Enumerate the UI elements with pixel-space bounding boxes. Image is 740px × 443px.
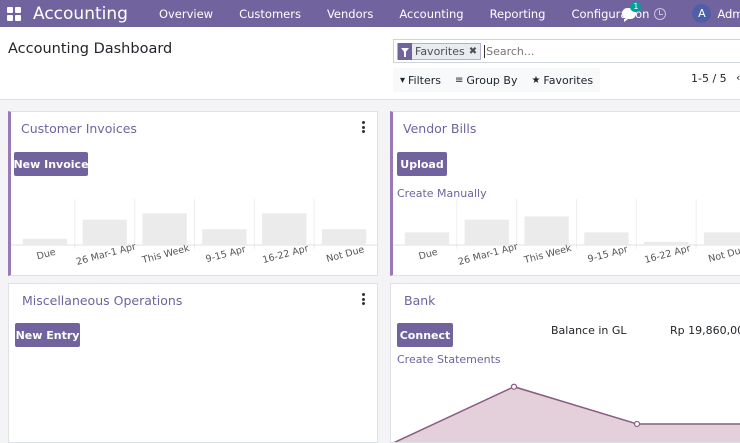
balance-value: Rp 19,860,000. [670, 324, 740, 337]
vendor-bills-bar-chart[interactable]: Due 26 Mar-1 Apr This Week 9-15 Apr 16-22 Ap… [393, 197, 740, 276]
vendor-bills-tick-label: This Week [522, 243, 573, 267]
new-entry-button[interactable]: New Entry [15, 323, 80, 347]
vendor-bills-tick-label: 9-15 Apr [587, 244, 630, 265]
vendor-bills-tick-label: Not Due [707, 244, 740, 265]
app-brand[interactable]: Accounting [33, 3, 128, 24]
customer-invoices-bar-chart[interactable]: Due 26 Mar-1 Apr This Week 9-15 Apr 16-22 Ap… [11, 197, 378, 276]
vendor-bills-bar[interactable] [524, 216, 569, 246]
chat-badge: 1 [630, 2, 642, 12]
user-name[interactable]: Admin [717, 6, 740, 21]
customer-invoices-bar[interactable] [142, 213, 187, 245]
filter-funnel-icon [398, 42, 412, 60]
search-facet: Favorites ✖ [397, 42, 482, 60]
filters-button[interactable]: ▾ Filters [393, 74, 448, 87]
bank-area-line [393, 385, 740, 442]
card-options-icon[interactable] [362, 121, 365, 133]
card-options-icon[interactable] [362, 293, 365, 305]
new-invoice-button[interactable]: New Invoice [13, 152, 89, 176]
menu-customers[interactable]: Customers [239, 6, 301, 21]
vendor-bills-title[interactable]: Vendor Bills [403, 121, 477, 136]
search-options: ▾ Filters ≡ Group By ★ Favorites [393, 68, 601, 92]
create-statements-link[interactable]: Create Statements [397, 353, 501, 366]
customer-invoices-bar[interactable] [202, 229, 247, 245]
customer-invoices-bar[interactable] [262, 213, 307, 245]
pager-previous-icon[interactable]: ‹ [736, 71, 740, 84]
bank-card: Bank Connect Create Statements Balance i… [390, 283, 740, 443]
customer-invoices-bar[interactable] [321, 229, 367, 245]
filters-label: Filters [408, 73, 442, 87]
menu-overview[interactable]: Overview [158, 6, 214, 21]
customer-invoices-tick-label: This Week [140, 243, 191, 267]
misc-operations-card: Miscellaneous Operations New Entry [8, 283, 378, 443]
vendor-bills-bar[interactable] [404, 232, 450, 245]
search-box[interactable]: Favorites ✖ [393, 39, 740, 63]
facet-remove-icon[interactable]: ✖ [468, 45, 478, 57]
connect-button[interactable]: Connect [397, 323, 453, 347]
user-avatar[interactable]: A [692, 4, 712, 23]
groupby-label: Group By [466, 73, 518, 87]
chat-icon[interactable]: 1 [622, 2, 642, 22]
vendor-bills-bar[interactable] [644, 241, 689, 245]
bars-icon: ≡ [455, 74, 464, 86]
customer-invoices-title[interactable]: Customer Invoices [21, 121, 137, 136]
star-icon: ★ [531, 74, 541, 86]
facet-label: Favorites [415, 44, 465, 58]
misc-operations-title[interactable]: Miscellaneous Operations [22, 293, 183, 308]
groupby-button[interactable]: ≡ Group By [448, 74, 524, 87]
customer-invoices-bar[interactable] [82, 219, 127, 245]
menu-reporting[interactable]: Reporting [489, 6, 546, 21]
page-title: Accounting Dashboard [8, 41, 173, 57]
vendor-bills-bar[interactable] [464, 219, 509, 245]
apps-menu-icon[interactable] [7, 6, 21, 21]
bank-area-fill [395, 386, 740, 442]
vendor-bills-tick-label: Due [418, 247, 440, 263]
favorites-button[interactable]: ★ Favorites [524, 74, 600, 87]
vendor-bills-tick-label: 16-22 Apr [643, 243, 691, 266]
bank-balance-area-chart[interactable] [391, 379, 740, 443]
top-navbar: Accounting Overview Customers Vendors Ac… [0, 0, 740, 27]
vendor-bills-bar[interactable] [703, 232, 740, 245]
pager-value[interactable]: 1-5 / 5 [691, 72, 727, 85]
customer-invoices-tick-label: 16-22 Apr [261, 243, 309, 266]
bank-data-point[interactable] [633, 420, 641, 428]
bank-data-point[interactable] [510, 383, 518, 390]
activity-clock-icon[interactable] [654, 7, 667, 20]
vendor-bills-card: Vendor Bills Upload Create Manually Due 2… [390, 111, 740, 276]
search-input[interactable] [484, 44, 685, 58]
funnel-icon: ▾ [400, 74, 406, 86]
bank-title[interactable]: Bank [404, 293, 436, 308]
balance-label: Balance in GL [551, 324, 627, 337]
create-manually-link[interactable]: Create Manually [397, 187, 487, 200]
customer-invoices-bar[interactable] [22, 238, 68, 245]
customer-invoices-tick-label: 9-15 Apr [205, 244, 248, 265]
favorites-label: Favorites [543, 73, 594, 87]
customer-invoices-tick-label: Not Due [325, 244, 366, 265]
menu-accounting[interactable]: Accounting [399, 6, 464, 21]
upload-button[interactable]: Upload [397, 152, 447, 176]
vendor-bills-bar[interactable] [584, 232, 629, 245]
customer-invoices-card: Customer Invoices New Invoice Due 26 Mar-… [8, 111, 378, 276]
customer-invoices-tick-label: Due [36, 247, 58, 263]
control-panel: Accounting Dashboard Favorites ✖ ▾Filter… [0, 27, 740, 100]
menu-vendors[interactable]: Vendors [326, 6, 374, 21]
